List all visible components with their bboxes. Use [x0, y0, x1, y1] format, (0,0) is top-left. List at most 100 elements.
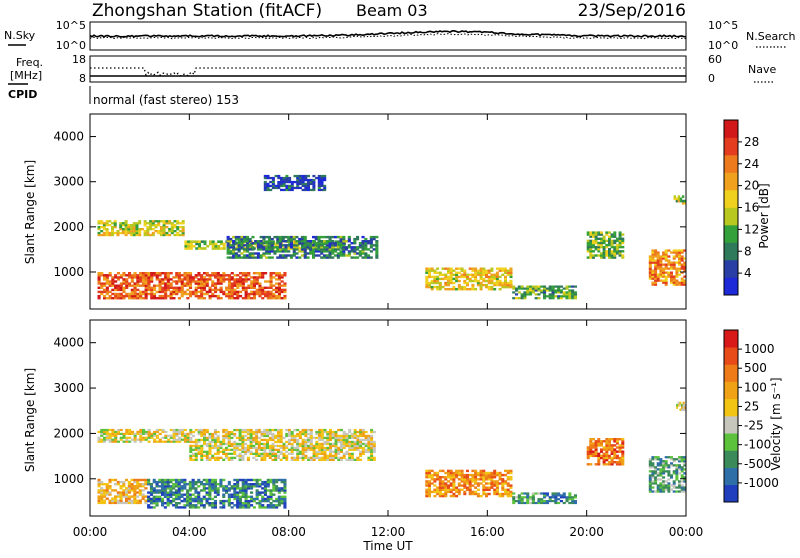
- power-cell: [197, 294, 201, 298]
- velocity-cell: [238, 495, 242, 498]
- velocity-y-tick-label: 2000: [53, 426, 84, 440]
- power-cell: [184, 247, 188, 250]
- velocity-cell: [133, 489, 137, 492]
- velocity-cell: [568, 492, 572, 495]
- velocity-cell: [247, 495, 251, 498]
- power-cell: [125, 292, 129, 296]
- velocity-cell: [296, 446, 300, 450]
- power-cell: [130, 284, 134, 287]
- velocity-cell: [244, 428, 248, 432]
- velocity-cell: [520, 498, 524, 501]
- power-cell: [198, 242, 201, 246]
- velocity-cell: [108, 434, 112, 437]
- power-cell: [375, 256, 379, 259]
- power-cell: [113, 231, 117, 235]
- velocity-cell: [222, 499, 226, 503]
- velocity-cell: [211, 434, 215, 438]
- power-cell: [264, 294, 268, 298]
- velocity-cell: [359, 444, 363, 448]
- velocity-cell: [683, 490, 687, 493]
- power-cell: [266, 290, 270, 294]
- power-cell: [594, 254, 598, 257]
- power-cell: [487, 288, 491, 291]
- velocity-cell: [114, 501, 118, 505]
- velocity-cell: [136, 430, 140, 433]
- power-cell: [97, 220, 101, 223]
- power-cell: [267, 237, 271, 241]
- velocity-cell: [648, 462, 652, 465]
- power-cell: [664, 281, 668, 284]
- power-cell: [531, 289, 535, 292]
- power-cell: [670, 265, 673, 268]
- velocity-cell: [334, 448, 338, 451]
- power-cell: [554, 295, 558, 298]
- power-cell: [132, 228, 136, 231]
- velocity-cell: [208, 442, 212, 446]
- velocity-cell: [463, 478, 467, 481]
- power-cell: [234, 248, 238, 251]
- power-cell: [662, 281, 666, 284]
- power-cell: [149, 226, 153, 229]
- velocity-cell: [214, 458, 217, 461]
- power-cell: [202, 284, 206, 287]
- power-cell: [230, 278, 234, 281]
- power-cell: [162, 230, 166, 233]
- power-cell: [241, 278, 245, 281]
- velocity-cell: [425, 469, 429, 473]
- velocity-cell: [211, 432, 215, 436]
- noise-left-tick-bottom: 10^0: [56, 39, 86, 52]
- velocity-cell: [670, 488, 673, 491]
- power-cell: [97, 290, 101, 294]
- power-cell: [168, 222, 172, 225]
- velocity-cell: [155, 428, 159, 432]
- velocity-cell: [592, 452, 595, 455]
- power-cell: [651, 281, 655, 284]
- power-cell: [108, 224, 112, 227]
- velocity-cell: [133, 480, 137, 484]
- power-cell: [164, 294, 168, 298]
- velocity-cell: [216, 487, 220, 490]
- power-cell: [111, 282, 115, 285]
- velocity-cell: [213, 489, 217, 492]
- power-cell: [672, 261, 676, 264]
- velocity-cell: [172, 491, 176, 494]
- velocity-colorbar-swatch: [724, 347, 738, 365]
- power-cell: [100, 290, 104, 294]
- velocity-cell: [656, 456, 660, 459]
- power-cell: [309, 188, 313, 192]
- velocity-cell: [111, 478, 115, 482]
- velocity-cell: [312, 450, 316, 453]
- power-cell: [463, 271, 467, 274]
- velocity-cell: [216, 434, 220, 438]
- power-cell: [651, 283, 655, 286]
- velocity-cell: [279, 440, 283, 444]
- power-cell: [155, 297, 159, 300]
- power-cell: [288, 242, 292, 246]
- power-cell: [197, 272, 201, 275]
- velocity-cell: [457, 469, 461, 473]
- velocity-cell: [277, 504, 281, 507]
- velocity-cell: [293, 446, 297, 450]
- velocity-cell: [149, 493, 153, 496]
- power-cell: [255, 276, 259, 279]
- power-cell: [232, 242, 236, 245]
- velocity-cell: [504, 490, 507, 494]
- power-cell: [251, 256, 255, 259]
- power-cell: [209, 242, 212, 246]
- power-cell: [119, 288, 123, 292]
- power-cell: [334, 240, 338, 243]
- velocity-cell: [320, 432, 324, 436]
- power-cell: [194, 292, 198, 296]
- velocity-cell: [200, 480, 204, 484]
- velocity-cell: [318, 446, 322, 450]
- velocity-cell: [323, 450, 327, 453]
- power-cell: [254, 240, 258, 243]
- power-cell: [317, 186, 321, 190]
- velocity-cell: [247, 487, 251, 490]
- power-cell: [205, 272, 209, 275]
- freq-label: Freq.: [16, 56, 43, 69]
- power-cell: [675, 261, 679, 264]
- power-cell: [114, 286, 118, 289]
- power-cell: [274, 186, 278, 190]
- power-cell: [320, 174, 324, 178]
